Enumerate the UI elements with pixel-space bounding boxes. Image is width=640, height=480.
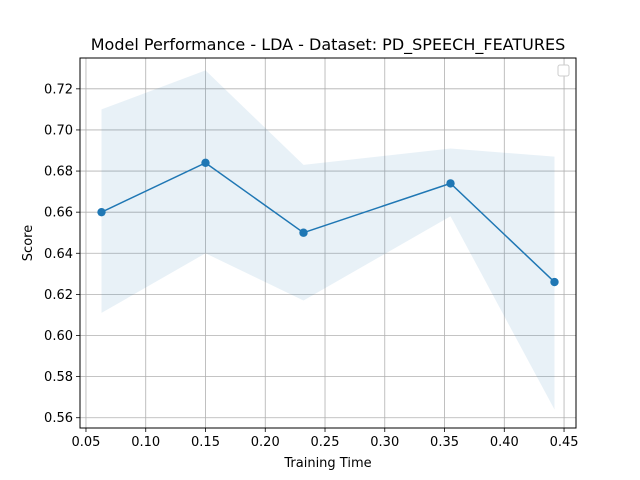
data-point xyxy=(299,228,308,237)
data-point xyxy=(97,207,106,217)
band-area xyxy=(101,70,555,410)
y-tick-label: 0.58 xyxy=(44,370,73,385)
y-axis-ticks: 0.56 0.58 0.60 0.62 0.64 0.66 0.68 0.70 0.72 xyxy=(44,82,80,426)
y-tick-label: 0.64 xyxy=(44,247,73,262)
data-points xyxy=(97,158,559,287)
y-axis-label: Score xyxy=(21,225,36,261)
plot-frame xyxy=(79,57,577,429)
x-tick-label: 0.30 xyxy=(370,435,399,450)
confidence-band xyxy=(101,70,555,410)
y-tick-label: 0.56 xyxy=(44,411,73,426)
x-tick-label: 0.20 xyxy=(251,435,280,450)
y-tick-label: 0.66 xyxy=(44,206,73,221)
y-tick-label: 0.68 xyxy=(44,165,73,180)
x-tick-label: 0.15 xyxy=(191,435,220,450)
x-axis-ticks: 0.05 0.10 0.15 0.20 0.25 0.30 0.35 0.40 0.45 xyxy=(71,428,579,450)
data-point xyxy=(201,158,210,168)
x-tick-label: 0.25 xyxy=(311,435,340,450)
y-tick-label: 0.60 xyxy=(44,329,73,344)
x-tick-label: 0.45 xyxy=(550,435,579,450)
y-tick-label: 0.70 xyxy=(44,123,73,138)
x-tick-label: 0.40 xyxy=(490,435,519,450)
y-tick-label: 0.62 xyxy=(44,288,73,303)
x-tick-label: 0.05 xyxy=(71,435,100,450)
x-tick-label: 0.35 xyxy=(430,435,459,450)
grid xyxy=(80,58,576,428)
y-tick-label: 0.72 xyxy=(44,82,73,97)
x-tick-label: 0.10 xyxy=(131,435,160,450)
chart-title: Model Performance - LDA - Dataset: PD_SP… xyxy=(91,35,566,55)
legend-box xyxy=(557,64,570,77)
data-point xyxy=(550,277,559,287)
x-axis-label: Training Time xyxy=(283,456,371,471)
data-point xyxy=(446,179,455,188)
